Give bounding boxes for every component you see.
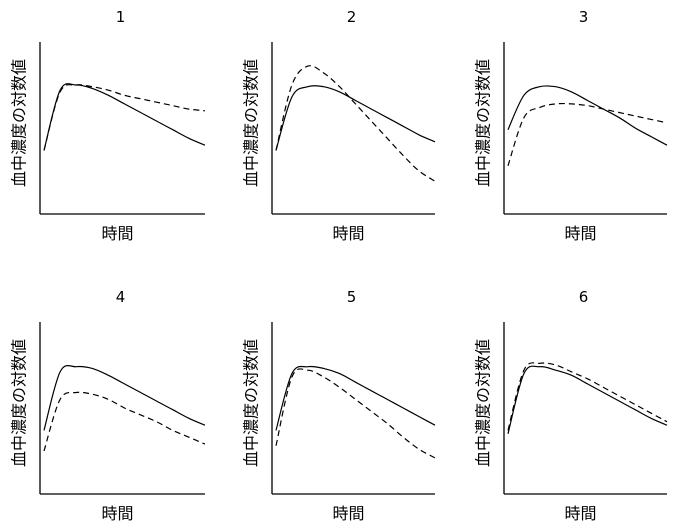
y-axis-label: 血中濃度の対数値 [10,59,29,187]
series-line-dashed [507,102,668,166]
panel-2: 2 時間 血中濃度の対数値 [242,8,436,243]
panel-1: 1 時間 血中濃度の対数値 [10,8,206,243]
y-axis-label: 血中濃度の対数値 [242,59,261,187]
panel-title: 1 [116,8,126,26]
x-axis-label: 時間 [332,504,364,523]
x-axis-label: 時間 [332,224,364,243]
panel-3: 3 時間 血中濃度の対数値 [474,8,668,243]
x-axis-label: 時間 [101,224,133,243]
x-axis-label: 時間 [564,224,596,243]
series-line-solid [507,85,668,146]
series-line-dashed [43,391,206,452]
series-line-dashed [43,84,206,151]
series-line-solid [43,83,206,151]
panel-title: 2 [347,8,357,26]
panel-title: 4 [116,288,126,306]
series-line-dashed [507,362,668,431]
y-axis-label: 血中濃度の対数値 [242,339,261,467]
y-axis-label: 血中濃度の対数値 [10,339,29,467]
y-axis-label: 血中濃度の対数値 [474,59,493,187]
series-line-solid [507,365,668,434]
panel-title: 5 [347,288,357,306]
y-axis-label: 血中濃度の対数値 [474,339,493,467]
x-axis-label: 時間 [101,504,133,523]
panel-5: 5 時間 血中濃度の対数値 [242,288,436,523]
panel-4: 4 時間 血中濃度の対数値 [10,288,206,523]
series-line-solid [275,85,436,151]
panel-title: 3 [579,8,589,26]
series-line-dashed [275,368,436,459]
series-line-solid [43,364,206,431]
series-line-solid [275,365,436,431]
series-line-dashed [275,65,436,182]
x-axis-label: 時間 [564,504,596,523]
panel-6: 6 時間 血中濃度の対数値 [474,288,668,523]
panel-title: 6 [579,288,589,306]
